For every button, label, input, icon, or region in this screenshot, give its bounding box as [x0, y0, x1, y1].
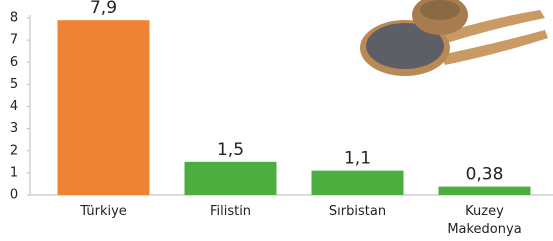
x-tick-label: Sırbistan — [298, 203, 418, 221]
value-label: 0,38 — [466, 165, 504, 185]
y-tick-label: 5 — [10, 77, 18, 92]
value-label: 1,5 — [217, 140, 244, 160]
x-tick-label: Türkiye — [44, 203, 164, 221]
page: 0 1 2 3 4 5 6 7 8 7,9 1,5 1,1 0,38 Türkiye Filistin Sı… — [0, 0, 553, 241]
bar — [58, 20, 150, 195]
y-tick-label: 3 — [10, 121, 18, 136]
y-tick-label: 0 — [10, 188, 18, 203]
bar — [439, 187, 531, 195]
bar — [185, 162, 277, 195]
x-tick-label: Filistin — [171, 203, 291, 221]
y-tick-label: 2 — [10, 143, 18, 158]
poppy-image — [360, 0, 548, 76]
y-tick-label: 1 — [10, 165, 18, 180]
y-tick-label: 8 — [10, 11, 18, 26]
value-label: 1,1 — [344, 149, 371, 169]
x-tick-label: Kuzey Makedonya — [440, 203, 530, 239]
y-tick-label: 4 — [10, 99, 18, 114]
y-tick-label: 6 — [10, 55, 18, 70]
y-tick-label: 7 — [10, 33, 18, 48]
value-label: 7,9 — [90, 0, 117, 18]
bar — [312, 171, 404, 195]
